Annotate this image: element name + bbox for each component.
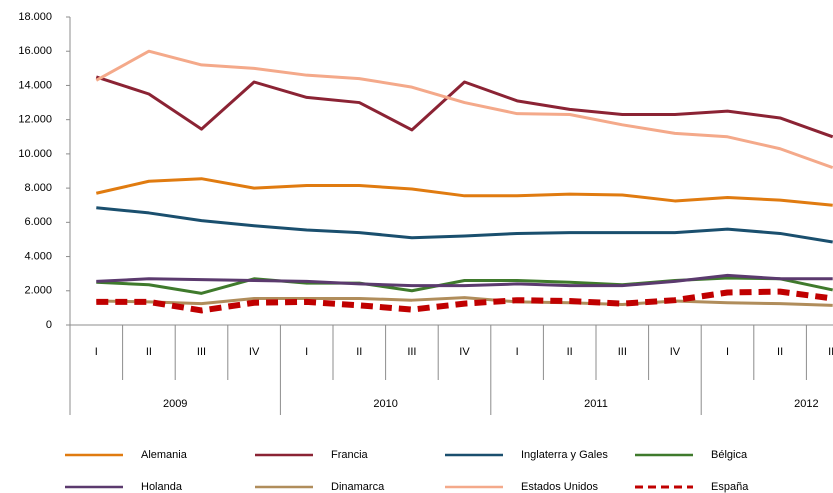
x-tick-label: I [726, 346, 729, 358]
y-tick-label: 10.000 [18, 148, 52, 160]
x-tick-label: I [305, 346, 308, 358]
x-tick-label: III [197, 346, 206, 358]
x-tick-label: II [777, 346, 783, 358]
y-tick-label: 4.000 [24, 250, 52, 262]
x-tick-label: III [407, 346, 416, 358]
y-tick-label: 12.000 [18, 114, 52, 126]
legend-label: Estados Unidos [521, 481, 599, 493]
y-tick-label: 8.000 [24, 182, 52, 194]
x-tick-label: II [567, 346, 573, 358]
x-tick-label: I [95, 346, 98, 358]
y-tick-label: 18.000 [18, 11, 52, 23]
y-tick-label: 2.000 [24, 285, 52, 297]
legend-label: Bélgica [711, 449, 748, 461]
x-tick-label: I [516, 346, 519, 358]
y-tick-label: 16.000 [18, 45, 52, 57]
x-tick-label: IV [670, 346, 681, 358]
year-label: 2012 [794, 398, 818, 410]
year-label: 2010 [373, 398, 397, 410]
x-tick-label: IV [459, 346, 470, 358]
x-tick-label: IV [249, 346, 260, 358]
legend-label: Alemania [141, 449, 188, 461]
series-line [95, 49, 833, 169]
series-line [95, 177, 833, 207]
series-line [95, 75, 833, 139]
y-tick-label: 14.000 [18, 79, 52, 91]
series-line [96, 288, 833, 314]
legend-label: Holanda [141, 481, 183, 493]
legend-label: España [711, 481, 749, 493]
series-line [96, 273, 833, 288]
y-tick-label: 0 [46, 319, 52, 331]
x-tick-label: II [356, 346, 362, 358]
year-label: 2011 [584, 398, 608, 410]
year-label: 2009 [163, 398, 187, 410]
x-tick-label: III [828, 346, 833, 358]
series-line [96, 296, 833, 307]
legend-label: Dinamarca [331, 481, 385, 493]
series-line [96, 206, 833, 244]
y-tick-label: 6.000 [24, 216, 52, 228]
x-tick-label: III [618, 346, 627, 358]
legend-label: Francia [331, 449, 369, 461]
x-tick-label: II [146, 346, 152, 358]
legend-label: Inglaterra y Gales [521, 449, 608, 461]
